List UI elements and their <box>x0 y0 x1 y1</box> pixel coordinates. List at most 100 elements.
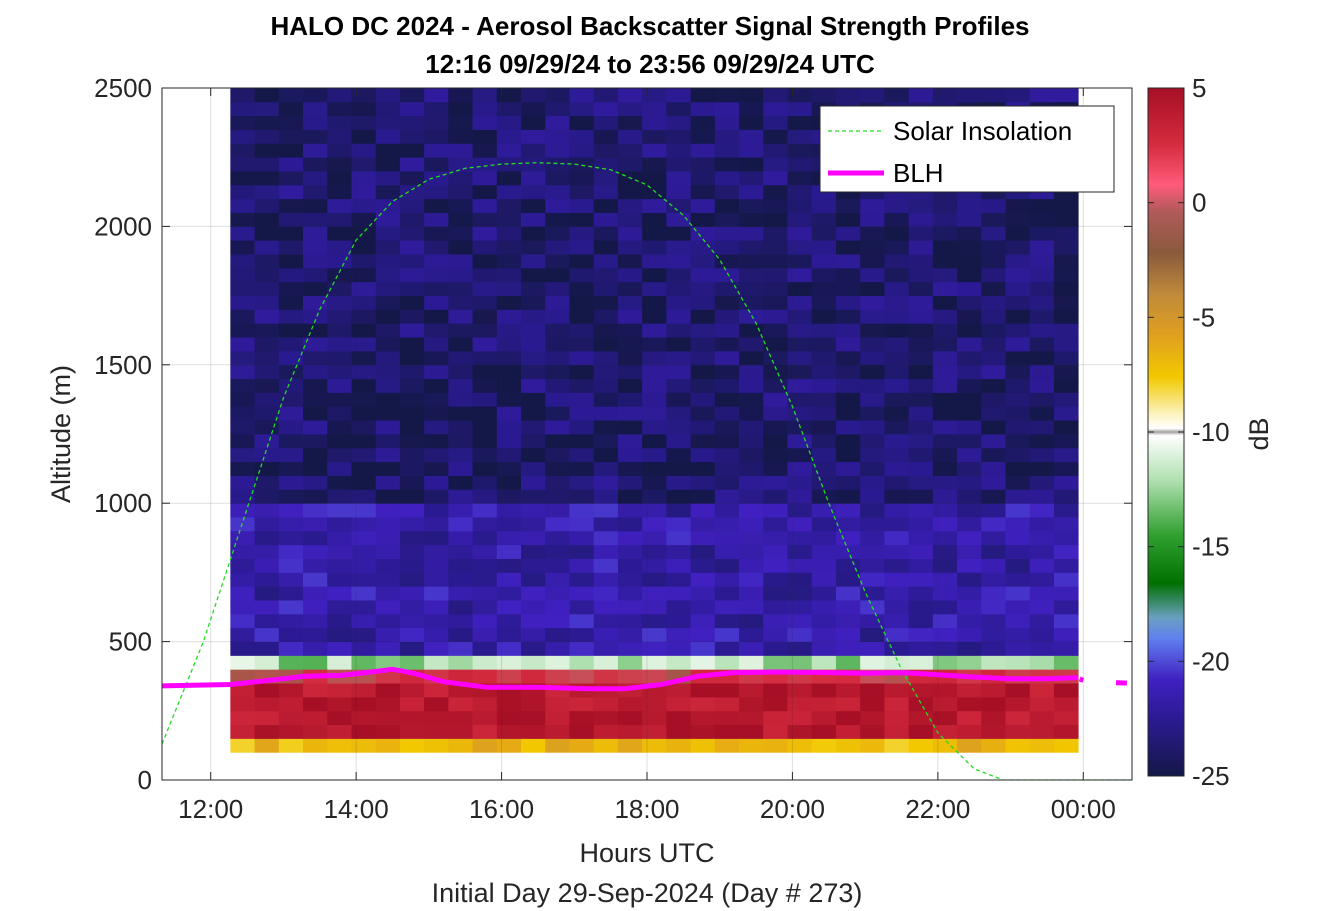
heatmap-cell <box>399 738 425 753</box>
heatmap-cell <box>932 226 958 241</box>
y-tick-label: 500 <box>109 627 152 657</box>
heatmap-cell <box>666 517 691 532</box>
heatmap-cell <box>545 309 570 324</box>
heatmap-cell <box>811 461 837 476</box>
heatmap-cell <box>303 157 328 172</box>
heatmap-cell <box>1005 434 1031 449</box>
heatmap-cell <box>375 696 401 712</box>
heatmap-cell <box>884 295 910 310</box>
heatmap-cell <box>1029 461 1055 476</box>
heatmap-cell <box>351 530 377 546</box>
heatmap-cell <box>642 724 667 739</box>
heatmap-cell <box>351 738 377 753</box>
heatmap-cell <box>399 406 425 421</box>
heatmap-cell <box>884 572 910 587</box>
heatmap-cell <box>375 613 401 629</box>
heatmap-cell <box>811 295 837 310</box>
heatmap-cell <box>351 586 377 601</box>
heatmap-cell <box>666 683 691 698</box>
heatmap-cell <box>448 337 473 352</box>
heatmap-cell <box>521 184 546 200</box>
heatmap-cell <box>521 724 546 739</box>
heatmap-cell <box>303 171 328 186</box>
heatmap-cell <box>908 641 934 656</box>
heatmap-cell <box>278 724 304 739</box>
heatmap-cell <box>666 447 691 463</box>
heatmap-cell <box>303 641 328 656</box>
heatmap-cell <box>424 447 449 463</box>
heatmap-cell <box>399 683 425 698</box>
heatmap-cell <box>545 738 570 753</box>
heatmap-cell <box>981 655 1006 670</box>
heatmap-cell <box>714 88 740 103</box>
heatmap-cell <box>642 627 667 642</box>
heatmap-cell <box>811 544 837 559</box>
heatmap-cell <box>666 641 691 656</box>
heatmap-cell <box>424 696 449 712</box>
heatmap-cell <box>303 406 328 421</box>
heatmap-cell <box>303 696 328 712</box>
heatmap-cell <box>1029 88 1055 103</box>
heatmap-cell <box>617 434 643 449</box>
heatmap-cell <box>763 157 788 172</box>
heatmap-cell <box>763 240 788 255</box>
heatmap-cell <box>787 267 813 283</box>
heatmap-cell <box>545 378 570 393</box>
heatmap-cell <box>399 655 425 670</box>
heatmap-cell <box>230 627 255 642</box>
y-tick-label: 2500 <box>94 73 152 103</box>
heatmap-cell <box>230 115 255 130</box>
heatmap-cell <box>1005 406 1031 421</box>
heatmap-cell <box>739 88 764 103</box>
heatmap-cell <box>1029 240 1055 255</box>
heatmap-cell <box>472 517 498 532</box>
heatmap-cell <box>399 420 425 435</box>
heatmap-cell <box>981 544 1006 559</box>
heatmap-cell <box>666 115 691 130</box>
heatmap-cell <box>399 143 425 158</box>
heatmap-cell <box>569 503 595 518</box>
heatmap-cell <box>521 655 546 670</box>
heatmap-cell <box>1005 198 1031 213</box>
heatmap-cell <box>327 254 352 269</box>
heatmap-cell <box>472 669 498 684</box>
heatmap-cell <box>303 600 328 615</box>
heatmap-cell <box>351 267 377 283</box>
heatmap-cell <box>787 143 813 158</box>
heatmap-cell <box>642 696 667 712</box>
heatmap-cell <box>932 240 958 255</box>
heatmap-cell <box>884 613 910 629</box>
heatmap-cell <box>303 254 328 269</box>
heatmap-cell <box>496 337 522 352</box>
heatmap-cell <box>254 503 280 518</box>
heatmap-cell <box>351 143 377 158</box>
heatmap-cell <box>569 724 595 739</box>
heatmap-cell <box>957 696 982 712</box>
heatmap-cell <box>327 171 352 186</box>
heatmap-cell <box>1053 572 1079 587</box>
heatmap-cell <box>811 309 837 324</box>
heatmap-cell <box>424 489 449 504</box>
heatmap-cell <box>230 378 255 393</box>
heatmap-cell <box>739 115 764 130</box>
heatmap-cell <box>957 627 982 642</box>
heatmap-cell <box>860 738 885 753</box>
heatmap-cell <box>787 101 813 117</box>
heatmap-cell <box>303 115 328 130</box>
heatmap-cell <box>957 392 982 407</box>
heatmap-cell <box>690 696 716 712</box>
heatmap-cell <box>811 696 837 712</box>
heatmap-cell <box>496 281 522 296</box>
heatmap-cell <box>399 267 425 283</box>
heatmap-cell <box>787 226 813 241</box>
legend[interactable]: Solar Insolation BLH <box>819 105 1115 193</box>
heatmap-cell <box>957 530 982 546</box>
heatmap-cell <box>932 447 958 463</box>
heatmap-cell <box>278 434 304 449</box>
heatmap-cell <box>399 129 425 144</box>
heatmap-cell <box>278 517 304 532</box>
heatmap-cell <box>472 627 498 642</box>
heatmap-cell <box>448 115 473 130</box>
heatmap-cell <box>1005 517 1031 532</box>
heatmap-cell <box>763 267 788 283</box>
